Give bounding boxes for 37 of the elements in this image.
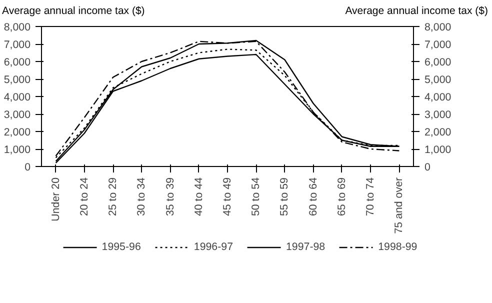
x-tick-label: 60 to 64 xyxy=(307,177,320,216)
y2-tick-label: 2,000 xyxy=(424,126,452,138)
y-tick-label: 1,000 xyxy=(4,144,31,156)
x-tick-label: 65 to 69 xyxy=(336,177,348,216)
y2-axis-title: Average annual income tax ($) xyxy=(345,4,488,19)
x-tick-label: 30 to 34 xyxy=(136,177,148,216)
y2-tick-label: 3,000 xyxy=(424,109,452,121)
y2-tick-label: 0 xyxy=(424,162,430,174)
y2-tick-label: 5,000 xyxy=(424,74,452,86)
y2-tick-label: 4,000 xyxy=(424,92,452,104)
y2-tick-label: 6,000 xyxy=(424,56,452,68)
y-axis-title: Average annual income tax ($) xyxy=(2,4,145,19)
x-tick-label: 25 to 29 xyxy=(107,177,120,216)
y-tick-label: 4,000 xyxy=(4,92,31,104)
legend-label: 1995-96 xyxy=(102,241,141,253)
x-tick-label: 35 to 39 xyxy=(164,177,176,216)
x-tick-label: 40 to 44 xyxy=(192,177,205,216)
x-tick-label: 45 to 49 xyxy=(222,177,234,216)
y-tick-label: 5,000 xyxy=(4,74,31,86)
x-tick-label: 20 to 24 xyxy=(78,177,90,216)
legend-label: 1998-99 xyxy=(378,241,418,253)
y-tick-label: 8,000 xyxy=(4,22,31,34)
y-tick-label: 6,000 xyxy=(4,56,31,68)
x-tick-label: 55 to 59 xyxy=(278,177,291,216)
y2-tick-label: 8,000 xyxy=(424,22,452,34)
x-tick-label: 70 to 74 xyxy=(364,177,377,216)
x-tick-label: 75 and over xyxy=(393,177,406,234)
y-tick-label: 7,000 xyxy=(4,39,31,51)
y-tick-label: 3,000 xyxy=(4,109,31,121)
y2-tick-label: 7,000 xyxy=(424,39,452,51)
y2-tick-label: 1,000 xyxy=(424,144,452,156)
legend-label: 1997-98 xyxy=(286,241,326,253)
x-tick-label: Under 20 xyxy=(50,177,62,222)
x-tick-label: 50 to 54 xyxy=(250,177,262,216)
y-tick-label: 0 xyxy=(24,162,31,174)
y-tick-label: 2,000 xyxy=(4,126,31,138)
legend-label: 1996-97 xyxy=(194,241,233,253)
